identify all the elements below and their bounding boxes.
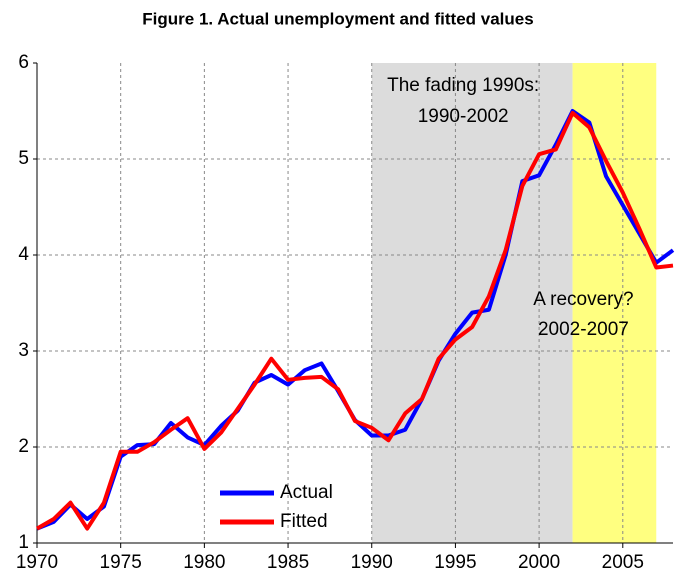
x-tick-label: 1990	[351, 552, 393, 573]
annotation: 1990-2002	[418, 106, 509, 127]
y-tick-label: 6	[18, 52, 29, 73]
y-tick-label: 5	[18, 148, 29, 169]
x-tick-label: 1995	[434, 552, 476, 573]
shaded-region	[572, 63, 657, 543]
x-tick-label: 1980	[183, 552, 225, 573]
y-tick-label: 1	[18, 532, 29, 553]
y-tick-label: 3	[18, 340, 29, 361]
annotation: A recovery?	[533, 289, 633, 310]
y-tick-label: 2	[18, 436, 29, 457]
x-tick-label: 1975	[100, 552, 142, 573]
legend-label: Actual	[280, 482, 333, 503]
x-tick-label: 2005	[602, 552, 644, 573]
y-tick-label: 4	[18, 244, 29, 265]
x-tick-label: 1985	[267, 552, 309, 573]
x-tick-label: 2000	[518, 552, 560, 573]
legend-label: Fitted	[280, 511, 328, 532]
data-line	[36, 110, 674, 531]
x-tick-label: 1970	[16, 552, 58, 573]
chart-title: Figure 1. Actual unemployment and fitted…	[142, 9, 533, 28]
annotation: 2002-2007	[538, 319, 629, 340]
annotation: The fading 1990s:	[387, 75, 539, 96]
